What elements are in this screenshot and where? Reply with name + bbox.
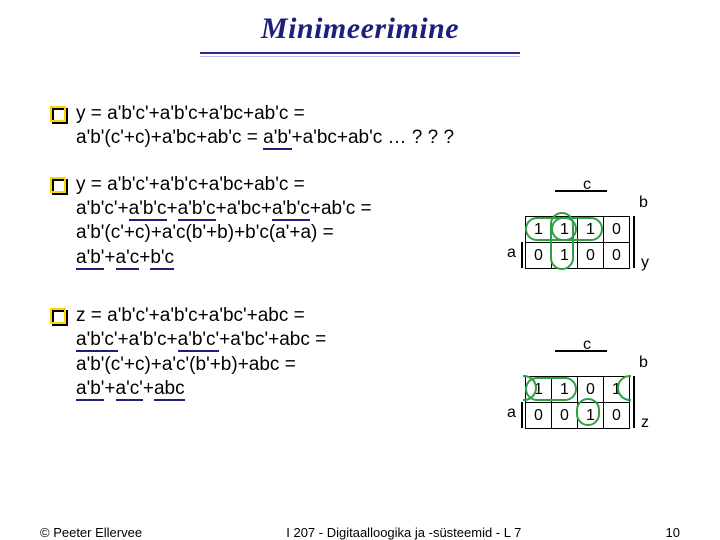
kmap-y-a-bar — [521, 242, 523, 268]
item-3-line-4: a'b'+a'c'+abc — [76, 378, 185, 401]
kmap-y-c-bar — [555, 190, 607, 192]
item-2-line-3: a'b'(c'+c)+a'c(b'+b)+b'c(a'+a) = — [76, 222, 334, 243]
kmap-z-output: z — [641, 414, 649, 432]
item-1-line-2: a'b'(c'+c)+a'bc+ab'c = a'b'+a'bc+ab'c … … — [76, 127, 454, 150]
item-3-line-2: a'b'c'+a'b'c+a'b'c'+a'bc'+abc = — [76, 329, 326, 352]
item-3-line-1: z = a'b'c'+a'b'c+a'bc'+abc = — [76, 305, 305, 326]
item-1-line-1: y = a'b'c'+a'b'c+a'bc+ab'c = — [76, 103, 305, 124]
kmap-z-a-bar — [521, 402, 523, 428]
kmap-y-group — [551, 217, 603, 241]
item-2-line-4: a'b'+a'c+b'c — [76, 247, 174, 270]
item-3-line-3: a'b'(c'+c)+a'c'(b'+b)+abc = — [76, 354, 296, 375]
kmap-y-b-bar — [633, 216, 635, 268]
kmap-z-label-a: a — [507, 404, 516, 422]
footer-right: 10 — [666, 525, 680, 540]
footer-left: © Peeter Ellervee — [40, 525, 142, 540]
table-row: 0100 — [526, 243, 630, 269]
kmap-z-wrap-left — [523, 375, 539, 403]
kmap-y: c b a y 1110 0100 — [505, 198, 675, 269]
bullet-icon — [50, 177, 66, 193]
slide-title: Minimeerimine — [0, 12, 720, 46]
kmap-z-label-b: b — [639, 354, 648, 372]
item-2-line-2: a'b'c'+a'b'c+a'b'c+a'bc+a'b'c+ab'c = — [76, 198, 372, 221]
item-2-line-1: y = a'b'c'+a'b'c+a'bc+ab'c = — [76, 174, 305, 195]
bullet-icon — [50, 308, 66, 324]
kmap-y-label-a: a — [507, 244, 516, 262]
kmap-y-output: y — [641, 254, 649, 272]
kmap-z: c b a z 1101 0010 — [505, 358, 675, 429]
slide-footer: © Peeter Ellervee I 207 - Digitaalloogik… — [0, 525, 720, 540]
kmap-z-b-bar — [633, 376, 635, 428]
kmap-z-wrap-right — [615, 375, 631, 403]
bullet-icon — [50, 106, 66, 122]
item-1: y = a'b'c'+a'b'c+a'bc+ab'c = a'b'(c'+c)+… — [50, 102, 690, 151]
title-rule — [200, 52, 520, 54]
kmap-z-c-bar — [555, 350, 607, 352]
kmap-z-group — [576, 398, 600, 426]
kmap-y-label-b: b — [639, 194, 648, 212]
footer-center: I 207 - Digitaalloogika ja -süsteemid - … — [286, 525, 521, 540]
